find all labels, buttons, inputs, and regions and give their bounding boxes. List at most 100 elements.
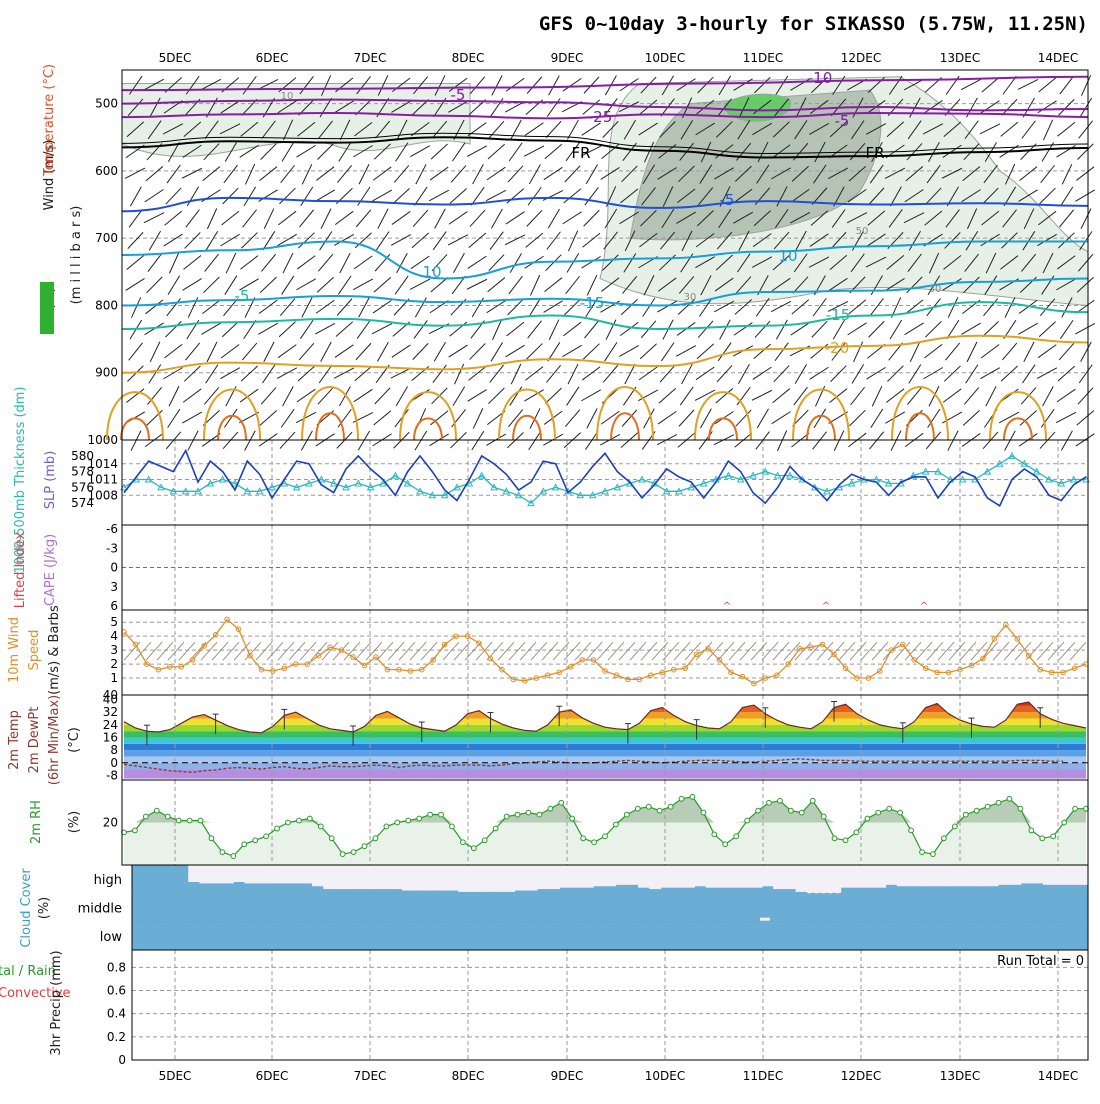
wind-barb (129, 186, 142, 207)
wind-barb (774, 98, 790, 117)
wind-barb (1080, 341, 1092, 362)
wind10-barb (145, 641, 163, 661)
wind-barb (410, 255, 430, 270)
temp2m-tick-label: 40 (103, 693, 118, 707)
wind10-marker (224, 616, 230, 623)
slp-tick-label: 1008 (87, 488, 118, 502)
wind-barb (925, 187, 942, 205)
cloud-clear-sky (604, 865, 617, 887)
rh2m-marker (1006, 795, 1013, 802)
wind-barb (168, 252, 180, 274)
rh2m-marker (449, 823, 455, 830)
wind-barb (1018, 189, 1038, 202)
rh2m-marker (1061, 819, 1068, 826)
wind-barb (164, 344, 183, 359)
wind10-marker (533, 675, 540, 681)
wind10-barb (640, 641, 658, 661)
wind-barb (548, 319, 560, 340)
rh2m-marker (831, 835, 838, 842)
wind-barb (206, 208, 218, 230)
date-label-bottom: 10DEC (645, 1069, 685, 1083)
wind-barb (318, 364, 333, 384)
wind-barb (846, 212, 868, 224)
wind-barb (1019, 410, 1038, 426)
wind-barb (638, 366, 658, 381)
rh2m-marker (132, 827, 138, 834)
wind10-barb (761, 641, 779, 661)
wind-barb (699, 297, 713, 317)
rh2m-marker (361, 843, 368, 850)
wind-barb (1039, 187, 1056, 205)
wind-barb (257, 79, 279, 90)
isotherm-label: -10 (808, 69, 833, 87)
wind-barb (713, 300, 735, 313)
wind-barb (696, 210, 714, 227)
cloud-clear-sky (739, 865, 752, 888)
boundary-layer-contour-inner (217, 414, 247, 441)
wind-barb (468, 232, 487, 248)
thickness-marker (280, 479, 289, 487)
wind-barb (300, 430, 313, 451)
wind-barb (1078, 364, 1093, 384)
wind-barb (661, 208, 675, 229)
wind-barb (733, 188, 753, 203)
wind-barb (1002, 209, 1017, 228)
wind-barb (562, 211, 582, 225)
wind10-barb (156, 641, 174, 661)
wind-barb (567, 363, 579, 385)
isotherm-label: -5 (835, 112, 850, 130)
wind-barb (814, 141, 826, 163)
chart-title: GFS 0~10day 3-hourly for SIKASSO (5.75W,… (539, 13, 1088, 35)
wind-barb (566, 253, 580, 273)
cloud-clear-sky (503, 865, 515, 892)
wind-barb (167, 275, 181, 295)
wind-barb (527, 186, 542, 206)
wind-barb (870, 408, 884, 429)
slp-axis-label: SLP (mb) (43, 451, 58, 510)
wind-barb (906, 143, 923, 161)
temp-color-band (124, 702, 1086, 706)
rh2m-marker (306, 815, 313, 822)
wind-barb (714, 277, 734, 292)
temp2m-tick-label: 0 (110, 756, 118, 770)
wind-barb (1000, 255, 1019, 270)
wind-barb (564, 409, 581, 427)
thickness-tick-label: 580 (71, 449, 94, 463)
rh2m-marker (995, 799, 1002, 806)
wind10-marker (957, 666, 963, 673)
wind-barb (528, 430, 542, 451)
wind10-marker (842, 665, 849, 672)
wind10-marker (785, 661, 792, 667)
wind10-marker (556, 669, 562, 676)
cloud-clear-sky (908, 865, 920, 887)
wind10-barb (167, 641, 185, 661)
wind-barb (980, 344, 1000, 359)
isotherm-label: FR (865, 144, 884, 162)
rh2m-marker (263, 833, 270, 840)
wind-barb (751, 256, 773, 268)
wind-barb (943, 121, 962, 137)
wind10-marker (212, 631, 219, 638)
wind-barb (1000, 365, 1018, 382)
wind-barb (182, 144, 202, 158)
wind-barb (830, 231, 847, 250)
wind10-marker (522, 678, 528, 684)
wind10-marker (258, 666, 265, 673)
wind-barb (244, 163, 256, 185)
wind10-marker (292, 661, 299, 667)
wind-barb (166, 298, 181, 317)
wind-barb (1061, 163, 1073, 185)
wind-barb (544, 277, 563, 293)
wind-barb (258, 189, 278, 202)
thickness-marker (1045, 475, 1053, 483)
wind10-barb (387, 641, 405, 661)
rh2m-marker (274, 825, 280, 832)
wind-barb (717, 98, 732, 117)
wind10-marker (1071, 665, 1078, 672)
wind-barb (907, 120, 922, 140)
wind-barb (960, 78, 982, 91)
wind-barb (220, 233, 240, 247)
wind10-barb (354, 641, 372, 661)
temperature-axis-label: Temperature (°C) (42, 64, 57, 177)
rh2m-marker (853, 829, 860, 836)
